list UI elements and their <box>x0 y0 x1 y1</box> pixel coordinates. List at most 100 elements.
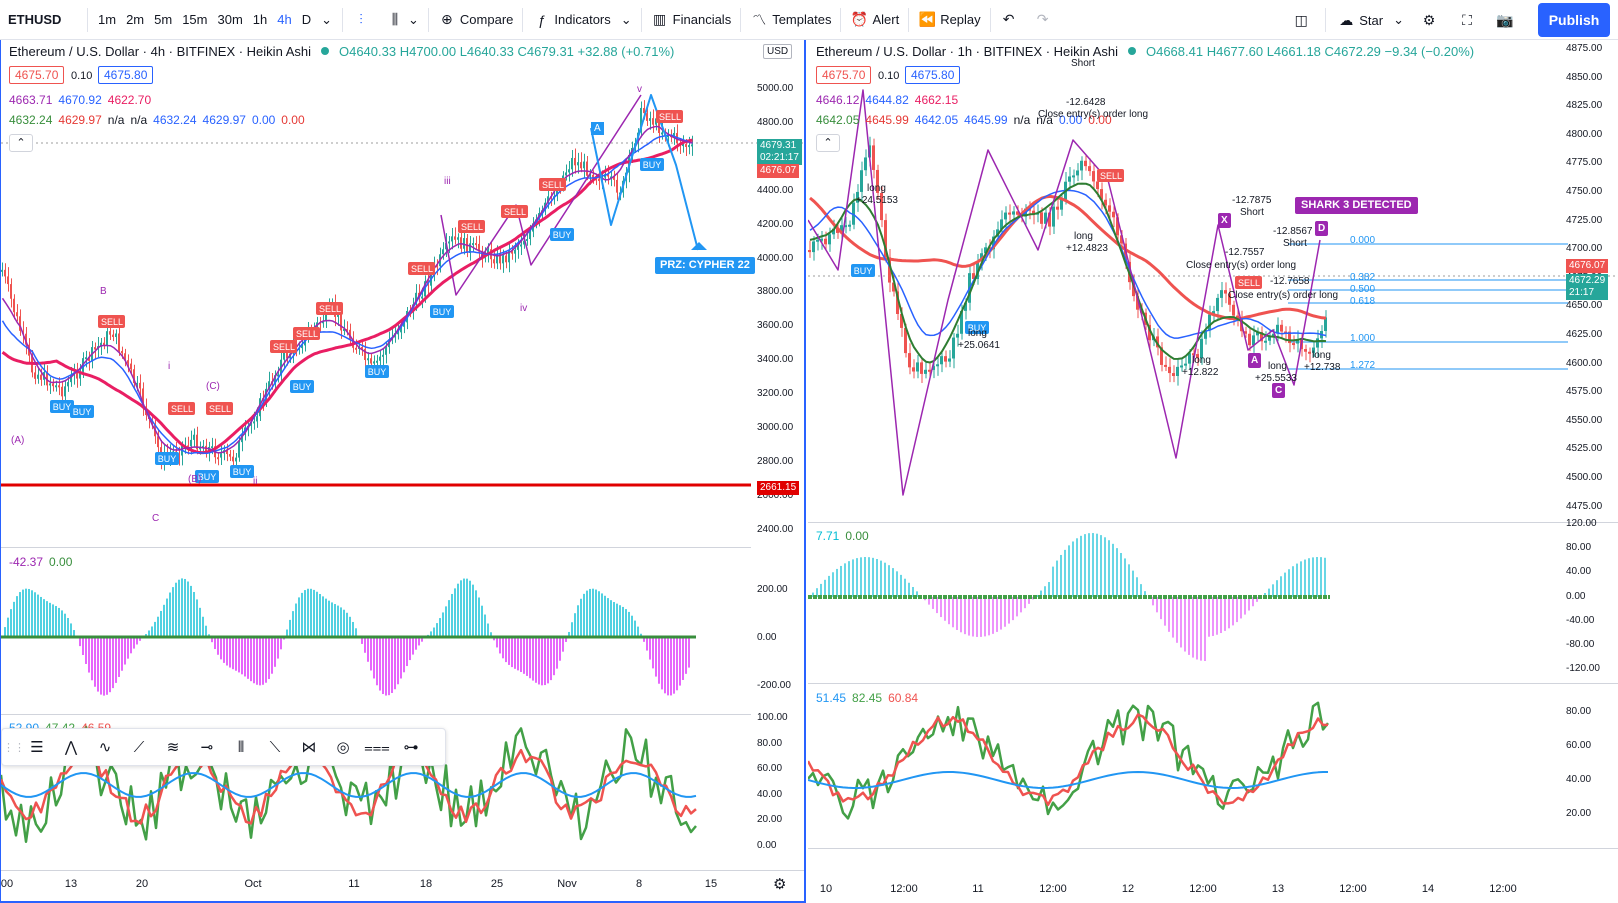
alert-button[interactable]: ⏰ Alert <box>844 0 905 40</box>
bid-price[interactable]: 4675.70 <box>816 66 872 84</box>
pane-divider[interactable] <box>808 683 1618 684</box>
divider <box>342 7 344 32</box>
macd-bar <box>944 597 946 621</box>
bar-chart-type-button[interactable]: ⫶ <box>346 0 380 40</box>
macd-bar <box>541 637 543 686</box>
candle <box>1276 324 1279 334</box>
currency-selector[interactable]: USD <box>763 44 793 59</box>
channel-icon[interactable]: ⩶ <box>364 738 390 756</box>
macd-bar <box>1140 584 1142 597</box>
candle <box>526 239 528 242</box>
macd-bar <box>1180 597 1182 648</box>
financials-button[interactable]: ▥ Financials <box>645 0 738 40</box>
interval-4h[interactable]: 4h <box>277 12 292 27</box>
interval-1m[interactable]: 1m <box>98 12 117 27</box>
fib-level: 1.000 <box>1350 333 1376 344</box>
text-tool-icon[interactable]: ☰ <box>30 739 44 756</box>
bar-countdown: 02:21:17 <box>760 152 799 163</box>
divider <box>522 7 524 32</box>
fullscreen-button[interactable]: ⛶ <box>1450 0 1488 40</box>
candle <box>1148 324 1151 341</box>
redo-button[interactable]: ↷ <box>1028 0 1062 40</box>
candle <box>79 371 81 379</box>
right-chart-title[interactable]: Ethereum / U.S. Dollar · 1h · BITFINEX ·… <box>816 44 1118 59</box>
xabcd-pattern-icon[interactable]: ⋈ <box>301 739 317 756</box>
macd-bar <box>613 602 615 637</box>
gear-icon[interactable]: ⚙ <box>773 876 787 893</box>
ask-price[interactable]: 4675.80 <box>905 66 961 84</box>
candle <box>196 434 198 450</box>
interval-15m[interactable]: 15m <box>182 12 208 27</box>
symbol-search[interactable]: ETHUSD <box>8 12 62 27</box>
candle <box>460 237 462 249</box>
macd-bar <box>286 629 288 637</box>
candle <box>673 132 675 137</box>
pane-divider[interactable] <box>808 522 1618 523</box>
candle <box>370 358 372 364</box>
left-ind-legend: 4632.24 4629.97 n/a n/a 4632.24 4629.97 0.00 0.… <box>9 113 311 127</box>
interval-d[interactable]: D <box>301 12 312 27</box>
rsi-tick-label: 60.00 <box>1566 740 1592 751</box>
macd-bar <box>253 637 255 684</box>
macd-bar <box>1092 533 1094 597</box>
candle <box>547 196 549 203</box>
undo-button[interactable]: ↶ <box>994 0 1028 40</box>
candle <box>808 250 811 253</box>
right-chart[interactable]: BUY BUY SELL SELL Ethereum / U.S. Dollar · … <box>808 40 1618 903</box>
right-chart-canvas[interactable]: BUY BUY SELL SELL <box>808 40 1618 903</box>
last-price-tag: 4679.31 02:21:17 <box>757 139 802 165</box>
chevron-down-icon[interactable]: ⌄ <box>321 11 333 27</box>
compare-button[interactable]: ⊕ Compare <box>432 0 519 40</box>
candle <box>840 225 843 233</box>
bid-price[interactable]: 4675.70 <box>9 66 65 84</box>
candle <box>502 255 504 264</box>
spiral-icon[interactable]: ◎ <box>336 739 350 756</box>
macd-bar <box>136 637 138 645</box>
horizontal-ray-icon[interactable]: ⊸ <box>200 739 214 756</box>
macd-bar <box>79 637 81 647</box>
position-tool-icon[interactable]: ⊶ <box>403 739 419 756</box>
ray-icon[interactable]: ⟍ <box>269 738 281 756</box>
candle <box>844 225 847 228</box>
interval-2m[interactable]: 2m <box>126 12 145 27</box>
replay-button[interactable]: ⏪ Replay <box>912 0 986 40</box>
macd-bar <box>1216 597 1218 635</box>
candle <box>661 132 663 135</box>
templates-button[interactable]: 〽 Templates <box>744 0 837 40</box>
pane-divider[interactable] <box>1 547 751 548</box>
chart-style-button[interactable]: ⫼ ⌄ <box>380 0 425 40</box>
macd-bar <box>115 637 117 683</box>
macd-bar <box>685 637 687 674</box>
trendline-icon[interactable]: ⟋ <box>133 738 145 756</box>
fib-tool-icon[interactable]: ≋ <box>166 739 180 756</box>
macd-bar <box>58 607 60 637</box>
macd-bar <box>103 637 105 696</box>
measure-icon[interactable]: ⦀ <box>237 738 245 756</box>
collapse-legend-button[interactable]: ⌃ <box>9 134 33 152</box>
interval-30m[interactable]: 30m <box>217 12 243 27</box>
collapse-legend-button[interactable]: ⌃ <box>816 134 840 152</box>
left-chart-title[interactable]: Ethereum / U.S. Dollar · 4h · BITFINEX ·… <box>9 44 311 59</box>
macd-bar <box>406 637 408 667</box>
settings-button[interactable]: ⚙ <box>1412 0 1450 40</box>
left-chart[interactable]: BUY BUY BUY BUY BUY BUY BUY BUY BUY BUY SELL SELL SE… <box>0 40 806 903</box>
pane-divider[interactable] <box>1 714 751 715</box>
wave-tool-icon[interactable]: ∿ <box>98 739 112 756</box>
star-button[interactable]: ☁ Star ⌄ <box>1329 0 1412 40</box>
interval-1h[interactable]: 1h <box>252 12 268 27</box>
interval-5m[interactable]: 5m <box>154 12 173 27</box>
buy-signal <box>365 365 389 378</box>
drag-handle-icon[interactable]: ⋮⋮ <box>3 741 25 754</box>
pattern-tool-icon[interactable]: ⋀ <box>64 739 78 756</box>
ask-price[interactable]: 4675.80 <box>98 66 154 84</box>
market-open-dot <box>320 47 329 55</box>
indicators-button[interactable]: ƒ Indicators ⌄ <box>526 0 637 40</box>
candle <box>1088 166 1091 172</box>
layout-button[interactable]: ◫ <box>1284 0 1322 40</box>
macd-bar <box>852 559 854 597</box>
snapshot-button[interactable]: 📷 <box>1488 0 1526 40</box>
sell-signal <box>656 110 683 123</box>
candle <box>1120 235 1123 244</box>
publish-button[interactable]: Publish <box>1538 3 1610 37</box>
